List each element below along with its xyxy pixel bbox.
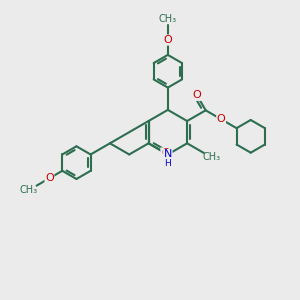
Text: N: N xyxy=(164,149,172,160)
Text: H: H xyxy=(164,160,171,169)
Text: O: O xyxy=(193,90,201,100)
Text: CH₃: CH₃ xyxy=(202,152,221,162)
Text: CH₃: CH₃ xyxy=(20,185,38,195)
Text: O: O xyxy=(217,114,226,124)
Text: CH₃: CH₃ xyxy=(159,14,177,24)
Text: O: O xyxy=(164,35,172,45)
Text: O: O xyxy=(161,148,170,158)
Text: O: O xyxy=(45,173,54,183)
